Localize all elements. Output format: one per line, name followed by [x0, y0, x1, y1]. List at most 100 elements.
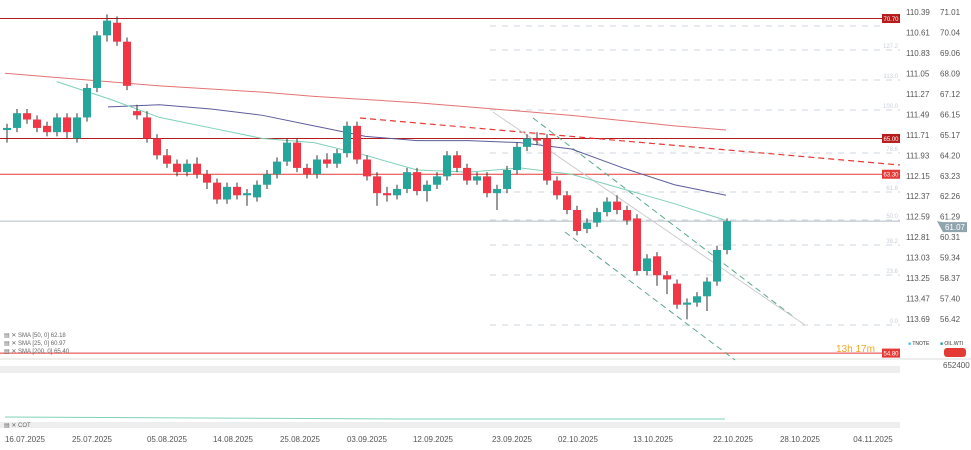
y-tick-left: 112.15	[906, 172, 930, 181]
panel-separator	[0, 366, 900, 373]
y-tick-left: 112.81	[906, 233, 930, 242]
candle-body	[103, 20, 111, 36]
candle	[353, 121, 361, 164]
level-badge	[882, 169, 900, 179]
candle	[713, 245, 721, 286]
candle-body	[293, 142, 301, 168]
y-tick-right: 63.23	[940, 172, 961, 181]
candle	[243, 188, 251, 206]
candle-body	[673, 283, 681, 305]
candle	[433, 172, 441, 189]
candle-body	[663, 275, 671, 280]
candle	[43, 121, 51, 137]
sma50-label: SMA [50, 0]	[18, 333, 50, 339]
candle	[613, 195, 621, 215]
fib-label: 127.2	[883, 44, 899, 50]
y-tick-right: 56.42	[940, 315, 961, 324]
candle-body	[553, 180, 561, 196]
candle-body	[153, 138, 161, 156]
candle	[593, 207, 601, 227]
legend-cot[interactable]: ▤ ✕ COT	[4, 423, 31, 429]
y-tick-right: 61.29	[940, 213, 961, 222]
candle	[83, 83, 91, 122]
candle-body	[323, 159, 331, 164]
candle	[373, 172, 381, 206]
y-tick-left: 110.39	[906, 8, 930, 17]
x-tick: 05.08.2025	[147, 435, 188, 444]
candle-body	[603, 201, 611, 213]
x-tick: 16.07.2025	[5, 435, 46, 444]
candle-body	[193, 163, 201, 175]
candle	[533, 132, 541, 145]
candle-body	[113, 22, 121, 42]
candle	[53, 113, 61, 137]
legend-sma50[interactable]: ▤ ✕ SMA [50, 0] 62.18	[4, 333, 66, 339]
candle	[253, 180, 261, 202]
candle-body	[163, 155, 171, 164]
legend-sma25[interactable]: ▤ ✕ SMA [25, 0] 60.97	[4, 341, 66, 347]
fib-label: 23.6	[886, 269, 898, 275]
candle-body	[643, 258, 651, 272]
legend-sma200[interactable]: ▤ ✕ SMA [200, 0] 65.40	[4, 349, 70, 355]
candle	[383, 186, 391, 202]
candle-body	[183, 163, 191, 173]
candle-body	[243, 193, 251, 196]
y-tick-left: 111.05	[906, 69, 930, 78]
candle-body	[43, 125, 51, 133]
last-price-badge	[937, 221, 967, 233]
candle	[453, 151, 461, 173]
candle-body	[123, 41, 131, 86]
candle	[183, 159, 191, 177]
y-tick-left: 111.93	[906, 151, 930, 160]
y-tick-right: 65.17	[940, 131, 961, 140]
candle-body	[573, 210, 581, 232]
channel-upper	[532, 117, 796, 319]
candle	[513, 142, 521, 175]
candle-body	[693, 296, 701, 303]
candle-body	[353, 125, 361, 160]
panel-separator	[0, 422, 900, 428]
candle	[673, 279, 681, 309]
candle	[93, 31, 101, 93]
candle-body	[613, 201, 621, 211]
fib-label: 50.0	[886, 214, 898, 220]
y-tick-left: 111.27	[906, 90, 930, 99]
candle	[413, 167, 421, 196]
candle	[213, 178, 221, 204]
cot-line	[4, 416, 725, 420]
candle-body	[503, 170, 511, 189]
candle	[603, 197, 611, 217]
legend-tnote: ■ TNOTE	[908, 341, 930, 347]
x-tick: 02.10.2025	[558, 435, 599, 444]
candle-body	[713, 249, 721, 282]
candle	[553, 176, 561, 200]
y-tick-left: 113.47	[906, 295, 930, 304]
y-tick-left: 113.03	[906, 254, 930, 263]
candle-body	[403, 172, 411, 189]
candle-body	[683, 302, 691, 305]
candle	[583, 218, 591, 234]
sma-line-2	[56, 81, 727, 221]
candle-body	[213, 182, 221, 200]
candle-body	[313, 159, 321, 175]
legend-oil: ■ OIL.WTI	[940, 341, 964, 347]
y-tick-left: 113.69	[906, 315, 930, 324]
candle	[393, 184, 401, 200]
fib-label: 0.0	[890, 319, 899, 325]
channel-mid	[492, 111, 806, 326]
sma50-value: 62.18	[50, 333, 66, 339]
x-tick: 14.08.2025	[213, 435, 254, 444]
candle-body	[443, 155, 451, 177]
candle-body	[533, 138, 541, 141]
x-tick: 12.09.2025	[413, 435, 454, 444]
y-tick-left: 111.71	[906, 131, 930, 140]
candle	[123, 37, 131, 91]
fib-label: 61.8	[886, 186, 898, 192]
candle-body	[423, 184, 431, 192]
candle-body	[303, 167, 311, 175]
candle-body	[263, 174, 271, 185]
oil-badge	[944, 348, 966, 357]
level-label: 70.70	[883, 17, 899, 23]
candle-body	[473, 176, 481, 181]
